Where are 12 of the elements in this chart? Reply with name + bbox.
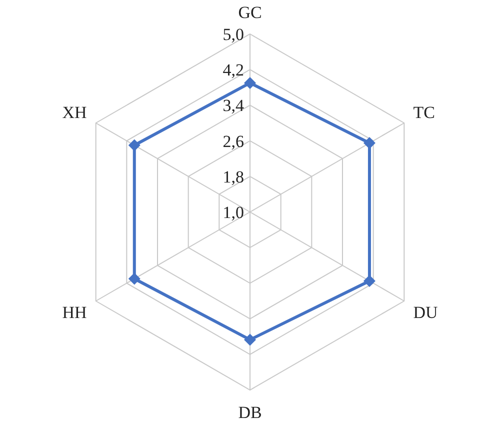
- y-tick-label: 1,8: [222, 167, 244, 186]
- spoke-label: HH: [62, 302, 87, 322]
- y-tick-label: 1,0: [222, 202, 244, 222]
- y-tick-label: 5,0: [222, 24, 244, 44]
- spoke-label: GC: [238, 2, 262, 22]
- y-tick-label: 2,6: [222, 132, 244, 151]
- spoke-label: DU: [413, 302, 438, 322]
- spoke-label: TC: [413, 102, 435, 122]
- y-tick-label: 4,2: [222, 60, 244, 80]
- y-tick-label: 3,4: [222, 96, 244, 116]
- spoke-label: XH: [62, 102, 87, 122]
- spoke-label: DB: [238, 402, 262, 422]
